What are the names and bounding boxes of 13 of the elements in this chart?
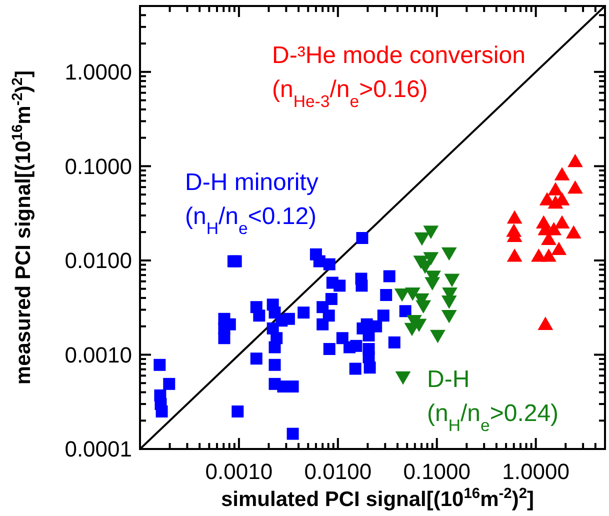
x-tick-label: 0.1000	[403, 459, 471, 484]
y-tick-label: 1.0000	[64, 60, 132, 85]
x-axis-title: simulated PCI signal[(10$^{16}$m$^{-2}$)$^{2}$]	[221, 486, 534, 511]
x-tick-label: 0.0010	[205, 459, 273, 484]
x-tick-label: 1.0000	[502, 459, 570, 484]
legend-label: D-H (n$_{H}$/n$_{e}$>0.24)	[427, 366, 559, 434]
y-tick-label: 0.0001	[64, 436, 132, 462]
series-label: D-H minority (n$_{H}$/n$_{e}$<0.12)	[185, 169, 318, 238]
y-tick-label: 0.0100	[64, 248, 132, 274]
text: D-³He mode conversion (n$_{He-3}$/n$_{e}$>0.16)	[272, 42, 526, 110]
x-tick-label: 0.0100	[304, 459, 372, 484]
y-tick-label: 0.0010	[64, 342, 132, 368]
y-tick-label: 0.1000	[64, 154, 132, 179]
